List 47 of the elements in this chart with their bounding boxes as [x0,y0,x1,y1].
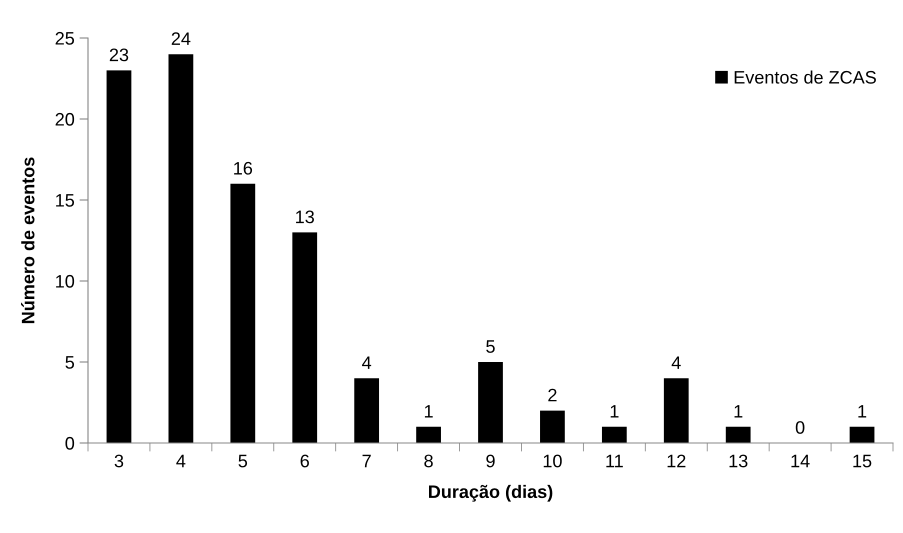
y-tick-label: 25 [56,32,74,45]
bar [664,378,689,443]
data-label: 23 [110,48,128,62]
data-label: 1 [858,405,866,418]
x-tick-label: 8 [424,454,433,468]
x-tick-label: 3 [114,454,124,468]
data-label: 24 [172,32,190,45]
y-tick-label: 15 [56,194,74,207]
bar [850,426,874,443]
bar [416,426,441,443]
bar [168,54,194,443]
bar [354,378,380,443]
legend-label: Eventos de ZCAS [734,70,876,84]
bar [478,362,503,443]
x-tick-label: 7 [362,454,371,468]
y-tick-label: 20 [56,112,74,126]
bar [540,410,565,443]
x-tick-label: 6 [300,454,309,468]
x-tick-label: 9 [486,454,495,468]
y-tick-label: 5 [65,356,74,369]
x-tick-label: 13 [730,454,748,468]
bar [602,426,627,443]
x-tick-label: 4 [176,454,186,468]
data-label: 1 [734,405,742,418]
x-axis-title: Duração (dias) [429,484,552,502]
x-tick-label: 15 [853,454,872,468]
data-label: 0 [796,421,804,434]
bar [292,232,318,443]
x-tick-label: 10 [544,454,562,468]
x-tick-label: 12 [668,454,686,468]
x-tick-label: 11 [606,454,623,468]
y-tick-label: 0 [65,436,74,450]
data-label: 1 [424,405,433,418]
bar [106,70,132,443]
data-label: 16 [234,162,252,175]
data-label: 2 [548,388,557,402]
data-label: 13 [296,210,314,224]
data-label: 4 [362,356,372,369]
data-label: 4 [672,356,681,369]
x-tick-label: 14 [791,454,810,468]
y-axis-title: Número de eventos [21,157,34,324]
bar [230,184,256,443]
bar [726,426,751,443]
y-tick-label: 10 [56,274,74,288]
data-label: 5 [486,340,495,353]
data-label: 1 [610,405,618,418]
x-tick-label: 5 [238,454,248,468]
